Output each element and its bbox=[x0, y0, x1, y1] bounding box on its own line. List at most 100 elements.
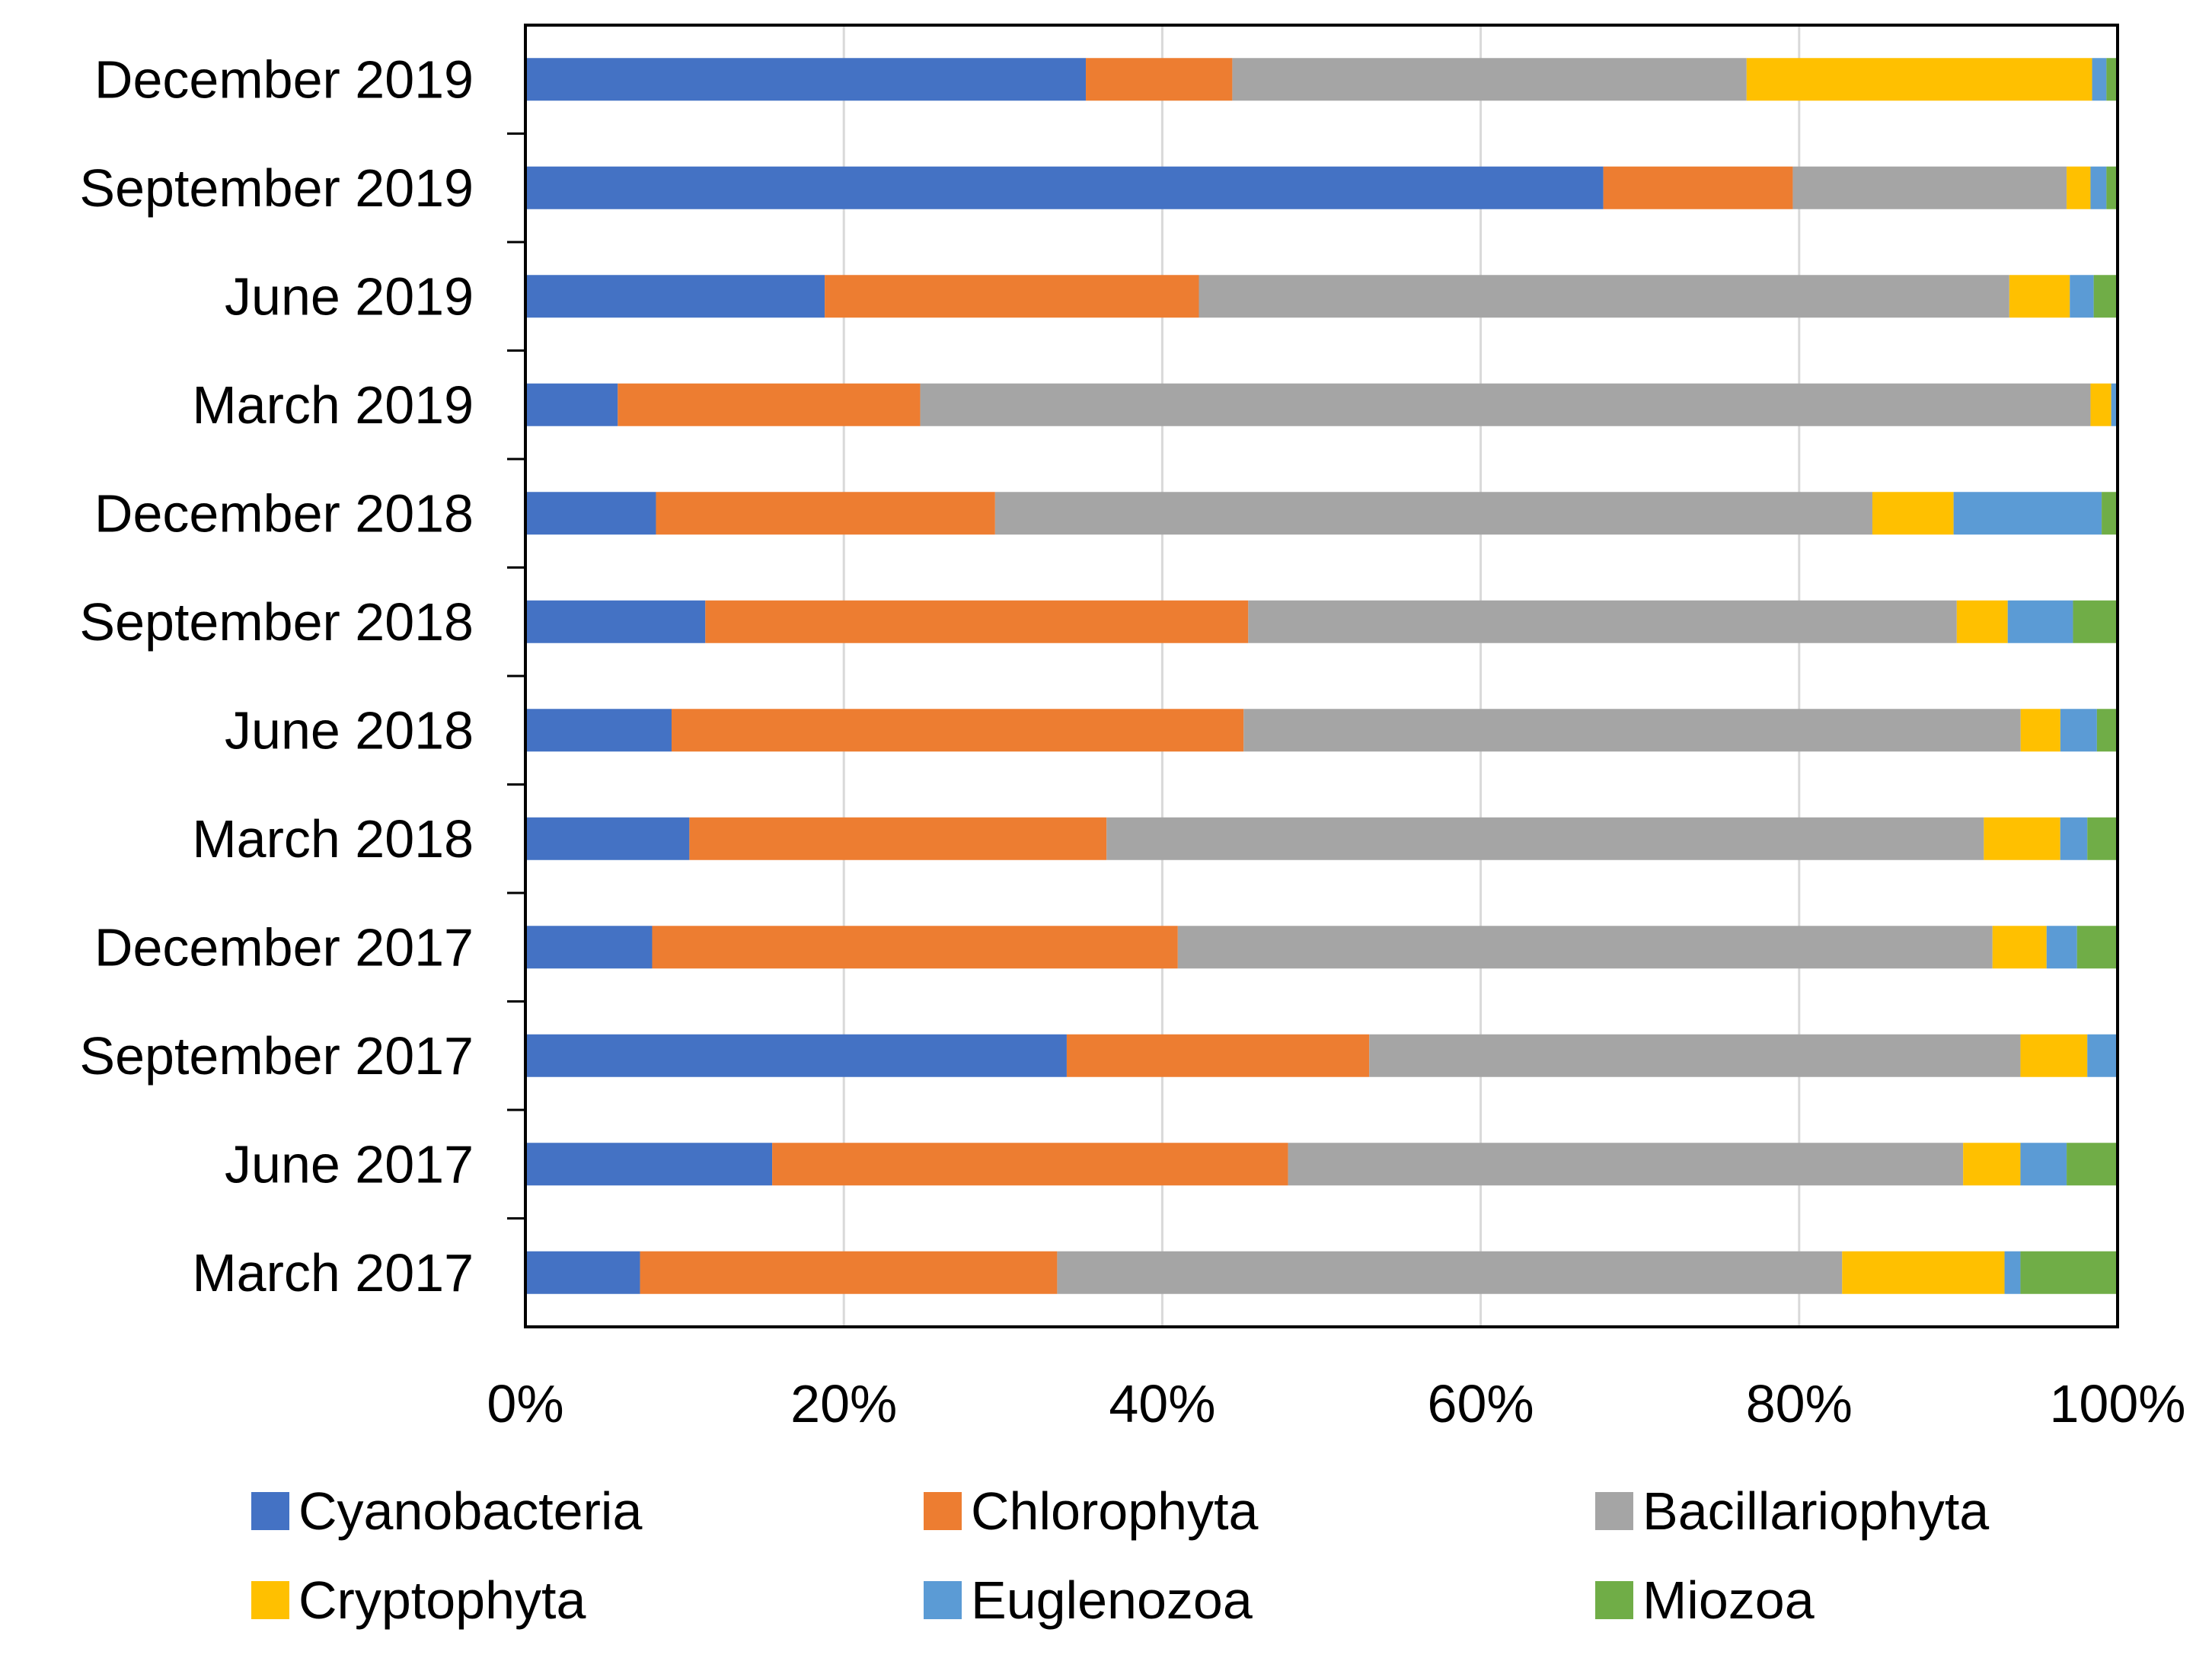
y-tick-label: June 2018 bbox=[225, 700, 474, 760]
bar-segment-euglenozoa-march-2018 bbox=[2060, 817, 2088, 860]
legend-swatch-miozoa bbox=[1595, 1581, 1633, 1619]
bar-segment-cryptophyta-december-2019 bbox=[1746, 58, 2092, 101]
x-tick-label: 0% bbox=[487, 1374, 563, 1433]
bar-segment-cyanobacteria-march-2017 bbox=[525, 1251, 640, 1294]
bar-segment-miozoa-december-2017 bbox=[2076, 926, 2118, 969]
legend-label-cryptophyta: Cryptophyta bbox=[298, 1570, 586, 1630]
bar-segment-bacillariophyta-december-2017 bbox=[1177, 926, 1993, 969]
bar-segment-chlorophyta-september-2019 bbox=[1603, 166, 1793, 209]
bar-segment-bacillariophyta-june-2019 bbox=[1199, 275, 2009, 318]
bar-segment-bacillariophyta-december-2018 bbox=[994, 492, 1872, 535]
bar-segment-cryptophyta-march-2017 bbox=[1842, 1251, 2005, 1294]
x-tick-label: 60% bbox=[1428, 1374, 1534, 1433]
legend-label-bacillariophyta: Bacillariophyta bbox=[1642, 1481, 1989, 1541]
bar-segment-bacillariophyta-september-2017 bbox=[1369, 1034, 2021, 1077]
y-tick-label: March 2019 bbox=[192, 375, 474, 435]
legend-label-cyanobacteria: Cyanobacteria bbox=[298, 1481, 642, 1541]
bar-segment-miozoa-june-2018 bbox=[2096, 709, 2118, 752]
bar-segment-cyanobacteria-march-2019 bbox=[525, 383, 618, 426]
bar-segment-chlorophyta-december-2017 bbox=[652, 926, 1178, 969]
bar-segment-cryptophyta-december-2017 bbox=[1992, 926, 2047, 969]
bar-segment-chlorophyta-june-2018 bbox=[671, 709, 1244, 752]
y-tick-label: March 2017 bbox=[192, 1243, 474, 1302]
bar-segment-cryptophyta-december-2018 bbox=[1872, 492, 1954, 535]
plot-frame bbox=[524, 24, 2119, 1328]
bar-segment-cryptophyta-june-2018 bbox=[2020, 709, 2060, 752]
bar-segment-chlorophyta-september-2018 bbox=[705, 600, 1249, 643]
x-tick-label: 20% bbox=[790, 1374, 897, 1433]
y-tick-label: December 2019 bbox=[94, 49, 474, 109]
bar-segment-cryptophyta-june-2019 bbox=[2009, 275, 2070, 318]
bar-segment-chlorophyta-june-2019 bbox=[825, 275, 1199, 318]
y-tick-label: September 2017 bbox=[79, 1026, 474, 1086]
y-tick-label: December 2017 bbox=[94, 917, 474, 977]
bar-segment-cyanobacteria-june-2017 bbox=[525, 1143, 773, 1186]
bar-segment-bacillariophyta-march-2018 bbox=[1106, 817, 1984, 860]
bar-segment-euglenozoa-june-2017 bbox=[2020, 1143, 2067, 1186]
bar-segment-cryptophyta-september-2019 bbox=[2067, 166, 2091, 209]
bar-segment-chlorophyta-march-2017 bbox=[640, 1251, 1058, 1294]
legend-label-chlorophyta: Chlorophyta bbox=[971, 1481, 1259, 1541]
bar-segment-cyanobacteria-december-2018 bbox=[525, 492, 656, 535]
legend: Cyanobacteria Chlorophyta Bacillariophyta C… bbox=[251, 1481, 1989, 1630]
y-tick-label: March 2018 bbox=[192, 809, 474, 869]
y-tick-label: September 2018 bbox=[79, 592, 474, 652]
bar-segment-bacillariophyta-march-2019 bbox=[920, 383, 2091, 426]
bar-segment-cyanobacteria-september-2019 bbox=[525, 166, 1604, 209]
bar-segment-cyanobacteria-march-2018 bbox=[525, 817, 690, 860]
bar-segment-euglenozoa-september-2017 bbox=[2087, 1034, 2118, 1077]
bar-segment-miozoa-december-2019 bbox=[2106, 58, 2118, 101]
bar-segment-euglenozoa-june-2019 bbox=[2070, 275, 2094, 318]
axes: March 2017 June 2017 September 2017 Decembe… bbox=[79, 24, 2186, 1433]
bar-segment-cryptophyta-september-2018 bbox=[1956, 600, 2008, 643]
y-tick-label: December 2018 bbox=[94, 483, 474, 543]
bar-segment-miozoa-september-2018 bbox=[2073, 600, 2118, 643]
bar-segment-cryptophyta-september-2017 bbox=[2020, 1034, 2088, 1077]
bar-segment-miozoa-december-2018 bbox=[2102, 492, 2118, 535]
legend-swatch-cyanobacteria bbox=[251, 1492, 289, 1530]
bar-segment-miozoa-september-2019 bbox=[2106, 166, 2118, 209]
bar-segment-cyanobacteria-december-2019 bbox=[525, 58, 1087, 101]
legend-swatch-cryptophyta bbox=[251, 1581, 289, 1619]
y-tick-label: June 2017 bbox=[225, 1134, 474, 1194]
bar-segment-euglenozoa-september-2019 bbox=[2090, 166, 2107, 209]
bar-segment-miozoa-june-2019 bbox=[2093, 275, 2118, 318]
bar-segment-cyanobacteria-september-2018 bbox=[525, 600, 706, 643]
bar-segment-chlorophyta-december-2019 bbox=[1086, 58, 1233, 101]
bar-segment-euglenozoa-september-2018 bbox=[2007, 600, 2073, 643]
bar-segment-cyanobacteria-december-2017 bbox=[525, 926, 653, 969]
bar-segment-chlorophyta-june-2017 bbox=[772, 1143, 1288, 1186]
legend-swatch-chlorophyta bbox=[924, 1492, 962, 1530]
bar-segment-bacillariophyta-december-2019 bbox=[1232, 58, 1747, 101]
bar-segment-cryptophyta-march-2019 bbox=[2090, 383, 2111, 426]
bar-segment-miozoa-june-2017 bbox=[2067, 1143, 2118, 1186]
legend-label-euglenozoa: Euglenozoa bbox=[971, 1570, 1253, 1630]
bar-segment-chlorophyta-september-2017 bbox=[1066, 1034, 1370, 1077]
y-tick-label: June 2019 bbox=[225, 266, 474, 326]
bar-segment-cyanobacteria-september-2017 bbox=[525, 1034, 1067, 1077]
bar-segment-euglenozoa-december-2018 bbox=[1953, 492, 2102, 535]
bar-segment-chlorophyta-march-2019 bbox=[618, 383, 921, 426]
bar-segment-bacillariophyta-september-2018 bbox=[1248, 600, 1957, 643]
bar-segment-bacillariophyta-june-2018 bbox=[1243, 709, 2021, 752]
bar-segment-miozoa-march-2018 bbox=[2087, 817, 2118, 860]
bar-segment-euglenozoa-june-2018 bbox=[2060, 709, 2097, 752]
bar-segment-bacillariophyta-june-2017 bbox=[1288, 1143, 1964, 1186]
bar-segment-cyanobacteria-june-2018 bbox=[525, 709, 672, 752]
bar-segment-chlorophyta-march-2018 bbox=[689, 817, 1107, 860]
bar-segment-euglenozoa-march-2019 bbox=[2111, 383, 2118, 426]
bar-segment-euglenozoa-december-2017 bbox=[2046, 926, 2077, 969]
bar-segment-euglenozoa-december-2019 bbox=[2092, 58, 2107, 101]
bar-segment-bacillariophyta-march-2017 bbox=[1057, 1251, 1843, 1294]
bars bbox=[525, 58, 2118, 1294]
bar-segment-euglenozoa-march-2017 bbox=[2004, 1251, 2021, 1294]
legend-swatch-euglenozoa bbox=[924, 1581, 962, 1619]
y-tick-label: September 2019 bbox=[79, 158, 474, 218]
x-tick-label: 100% bbox=[2049, 1374, 2185, 1433]
bar-segment-chlorophyta-december-2018 bbox=[656, 492, 995, 535]
x-tick-label: 40% bbox=[1109, 1374, 1215, 1433]
gridlines bbox=[842, 25, 1801, 1327]
legend-label-miozoa: Miozoa bbox=[1642, 1570, 1815, 1630]
legend-swatch-bacillariophyta bbox=[1595, 1492, 1633, 1530]
